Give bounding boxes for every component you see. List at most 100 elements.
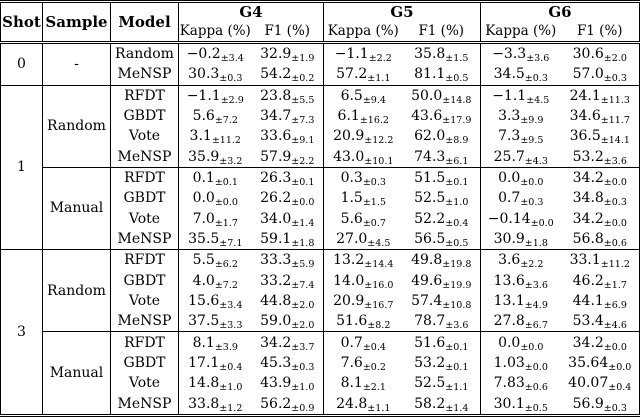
metric-stddev: ±6.1 xyxy=(445,155,469,167)
header-group-g5: G5 xyxy=(323,1,481,21)
metric-cell: 51.6±8.2 xyxy=(324,311,403,332)
metric-cell: 7.0±1.7 xyxy=(179,208,252,228)
metric-stddev: ±0.6 xyxy=(524,382,548,394)
table-row: GBDT 17.1±0.4 45.3±0.3 7.6±0.2 53.2±0.1 1.03±… xyxy=(1,352,640,374)
metric-cell: 57.2±1.1 xyxy=(324,64,403,85)
metric-value: 8.1 xyxy=(340,375,363,392)
metric-value: 33.6 xyxy=(260,128,292,145)
header-group-g4: G4 xyxy=(178,1,324,21)
metric-stddev: ±14.4 xyxy=(364,259,394,271)
metric-stddev: ±0.0 xyxy=(608,361,632,373)
metric-stddev: ±10.8 xyxy=(442,299,472,311)
metric-value: 57.0 xyxy=(572,66,604,83)
metric-stddev: ±2.9 xyxy=(220,94,244,106)
metric-stddev: ±2.1 xyxy=(362,382,386,394)
table-row: MeNSP 35.9±3.2 57.9±2.2 43.0±10.1 74.3±6.1 25… xyxy=(1,146,640,168)
metric-value: 34.2 xyxy=(572,210,604,227)
metric-cell: 33.6±9.1 xyxy=(251,126,324,147)
metric-value: 34.7 xyxy=(260,108,292,125)
metric-cell: 3.6±2.2 xyxy=(480,249,561,271)
model-cell: RFDT xyxy=(110,84,179,106)
metric-value: 15.6 xyxy=(188,292,220,309)
metric-cell: 78.7±3.6 xyxy=(402,311,481,332)
metric-stddev: ±12.2 xyxy=(364,135,394,147)
model-cell: MeNSP xyxy=(110,146,179,168)
metric-stddev: ±19.8 xyxy=(442,259,472,271)
metric-value: 43.0 xyxy=(333,148,365,165)
model-cell: RFDT xyxy=(110,249,179,271)
metric-value: 34.2 xyxy=(572,170,604,187)
metric-value: 3.3 xyxy=(498,108,521,125)
metric-stddev: ±0.0 xyxy=(520,177,544,189)
metric-cell: 44.1±6.9 xyxy=(561,291,640,311)
metric-value: 14.8 xyxy=(188,375,220,392)
metric-stddev: ±3.6 xyxy=(445,320,469,332)
metric-value: 27.8 xyxy=(493,313,525,330)
metric-value: 13.1 xyxy=(493,292,525,309)
metric-stddev: ±0.3 xyxy=(291,361,315,373)
subheader-kappa-g4: Kappa (%) xyxy=(178,21,252,44)
metric-stddev: ±3.6 xyxy=(603,155,627,167)
metric-value: 37.5 xyxy=(188,313,220,330)
metric-stddev: ±0.4 xyxy=(362,341,386,353)
metric-value: 0.0 xyxy=(498,170,521,187)
metric-stddev: ±1.2 xyxy=(219,402,243,414)
metric-value: 0.3 xyxy=(340,170,363,187)
metric-stddev: ±7.1 xyxy=(219,237,243,249)
metric-value: 33.1 xyxy=(569,252,601,269)
metric-cell: 59.1±1.8 xyxy=(251,228,324,250)
table-row: GBDT 4.0±7.2 33.2±7.4 14.0±16.0 49.6±19.9 13.… xyxy=(1,270,640,291)
metric-cell: −3.3±3.6 xyxy=(481,42,561,64)
metric-stddev: ±9.1 xyxy=(291,135,315,147)
model-cell: Vote xyxy=(110,126,179,147)
subheader-f1-g5: F1 (%) xyxy=(402,21,481,44)
metric-value: 34.2 xyxy=(572,334,604,351)
metric-stddev: ±3.6 xyxy=(524,279,548,291)
metric-value: 25.7 xyxy=(493,148,525,165)
metric-stddev: ±0.4 xyxy=(219,361,243,373)
metric-cell: 27.0±4.5 xyxy=(324,229,403,250)
table-row: GBDT 5.6±7.2 34.7±7.3 6.1±16.2 43.6±17.9 3.3±… xyxy=(1,105,640,127)
metric-stddev: ±0.5 xyxy=(445,73,469,85)
metric-value: 1.5 xyxy=(340,190,363,207)
metric-value: 3.1 xyxy=(189,128,212,145)
metric-stddev: ±2.0 xyxy=(603,52,627,64)
metric-cell: 37.5±3.3 xyxy=(179,311,252,332)
metric-value: 34.2 xyxy=(260,334,292,351)
metric-stddev: ±19.9 xyxy=(442,279,472,291)
metric-value: −1.1 xyxy=(492,87,527,104)
metric-stddev: ±1.5 xyxy=(362,197,386,209)
metric-stddev: ±7.3 xyxy=(291,115,315,127)
metric-value: −0.14 xyxy=(487,210,531,227)
metric-value: 34.8 xyxy=(572,190,604,207)
metric-value: 33.3 xyxy=(260,252,292,269)
metric-value: 44.8 xyxy=(260,292,292,309)
metric-stddev: ±5.9 xyxy=(291,259,315,271)
metric-stddev: ±0.1 xyxy=(214,177,238,189)
metric-cell: 57.0±0.3 xyxy=(561,64,640,85)
header-shot: Shot xyxy=(0,1,43,44)
metric-cell: 44.8±2.0 xyxy=(251,290,324,311)
metric-value: 5.6 xyxy=(340,210,363,227)
metric-value: 40.07 xyxy=(568,375,609,392)
metric-cell: 0.7±0.4 xyxy=(323,331,403,353)
metric-stddev: ±0.5 xyxy=(524,402,548,414)
metric-cell: 43.6±17.9 xyxy=(402,105,481,127)
metric-stddev: ±1.1 xyxy=(445,382,469,394)
metric-value: 8.1 xyxy=(192,334,215,351)
metric-value: 51.6 xyxy=(414,334,446,351)
metric-value: 59.0 xyxy=(260,313,292,330)
metric-cell: 35.5±7.1 xyxy=(179,229,252,250)
metric-stddev: ±1.0 xyxy=(445,197,469,209)
metric-stddev: ±0.0 xyxy=(524,361,548,373)
metric-stddev: ±0.0 xyxy=(214,197,238,209)
metric-cell: 58.2±1.4 xyxy=(402,393,481,416)
metric-value: 35.9 xyxy=(188,148,220,165)
metric-stddev: ±0.3 xyxy=(603,197,627,209)
metric-cell: −0.2±3.4 xyxy=(179,42,252,64)
metric-stddev: ±14.1 xyxy=(600,135,630,147)
metric-value: 53.2 xyxy=(572,148,604,165)
metric-stddev: ±3.6 xyxy=(526,52,550,64)
metric-cell: 0.0±0.0 xyxy=(179,188,252,208)
metric-cell: 35.8±1.5 xyxy=(402,42,481,65)
